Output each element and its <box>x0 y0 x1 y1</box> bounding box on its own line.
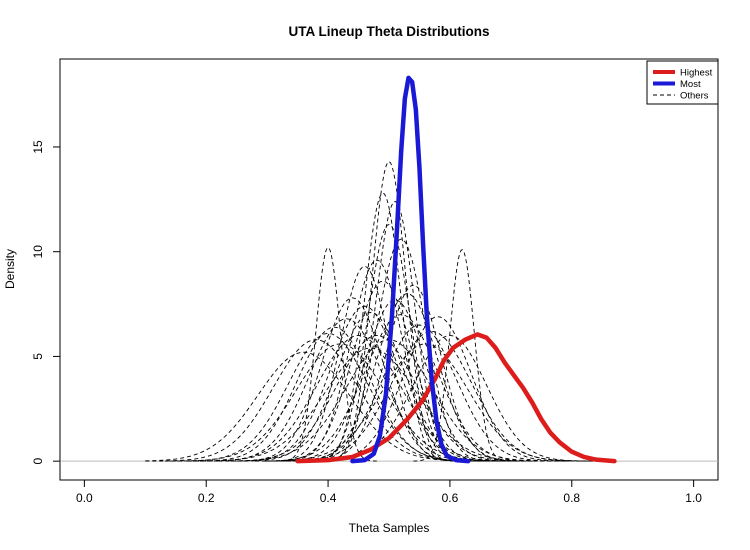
x-tick-label: 0.2 <box>198 491 215 505</box>
others-density-line <box>254 343 597 462</box>
others-density-line <box>236 311 505 462</box>
x-tick-label: 0.0 <box>76 491 93 505</box>
chart-title: UTA Lineup Theta Distributions <box>289 24 490 39</box>
others-density-line <box>192 335 525 462</box>
others-density-line <box>303 335 597 462</box>
x-axis: 0.0 0.2 0.4 0.6 0.8 1.0 <box>76 479 702 505</box>
y-tick-label: 10 <box>31 245 45 259</box>
others-density-line <box>218 335 536 462</box>
others-density-line <box>230 297 475 462</box>
others-density-line <box>303 223 475 462</box>
y-tick-label: 0 <box>31 457 45 464</box>
y-axis: 0 5 10 15 <box>31 140 61 464</box>
others-density-line <box>285 293 530 462</box>
others-density-line <box>320 161 458 462</box>
y-tick-label: 5 <box>31 353 45 360</box>
x-tick-label: 0.6 <box>442 491 459 505</box>
others-density-line <box>309 192 457 462</box>
x-tick-label: 0.4 <box>320 491 337 505</box>
others-density-line <box>273 324 566 462</box>
x-tick-label: 1.0 <box>685 491 702 505</box>
others-density-line <box>187 326 481 462</box>
x-tick-label: 0.8 <box>563 491 580 505</box>
others-density-line <box>303 284 524 462</box>
legend-label-most: Most <box>680 79 701 90</box>
others-density-line <box>303 238 499 462</box>
x-axis-label: Theta Samples <box>349 521 430 535</box>
others-density-line <box>187 347 554 462</box>
legend-label-others: Others <box>680 91 709 102</box>
others-density-line <box>145 339 487 462</box>
others-density-line <box>273 299 517 462</box>
y-tick-label: 15 <box>31 140 45 154</box>
highest-density-line <box>295 332 617 464</box>
others-density-line <box>265 280 500 462</box>
others-density-line <box>145 351 487 462</box>
others-series-group <box>145 161 597 462</box>
most-density-line <box>350 75 471 464</box>
others-density-line <box>254 314 548 462</box>
highlight-series-group <box>295 75 617 464</box>
y-axis-label: Density <box>3 249 17 289</box>
others-density-line <box>303 316 572 462</box>
legend-label-highest: Highest <box>680 68 713 79</box>
others-density-line <box>267 265 463 462</box>
